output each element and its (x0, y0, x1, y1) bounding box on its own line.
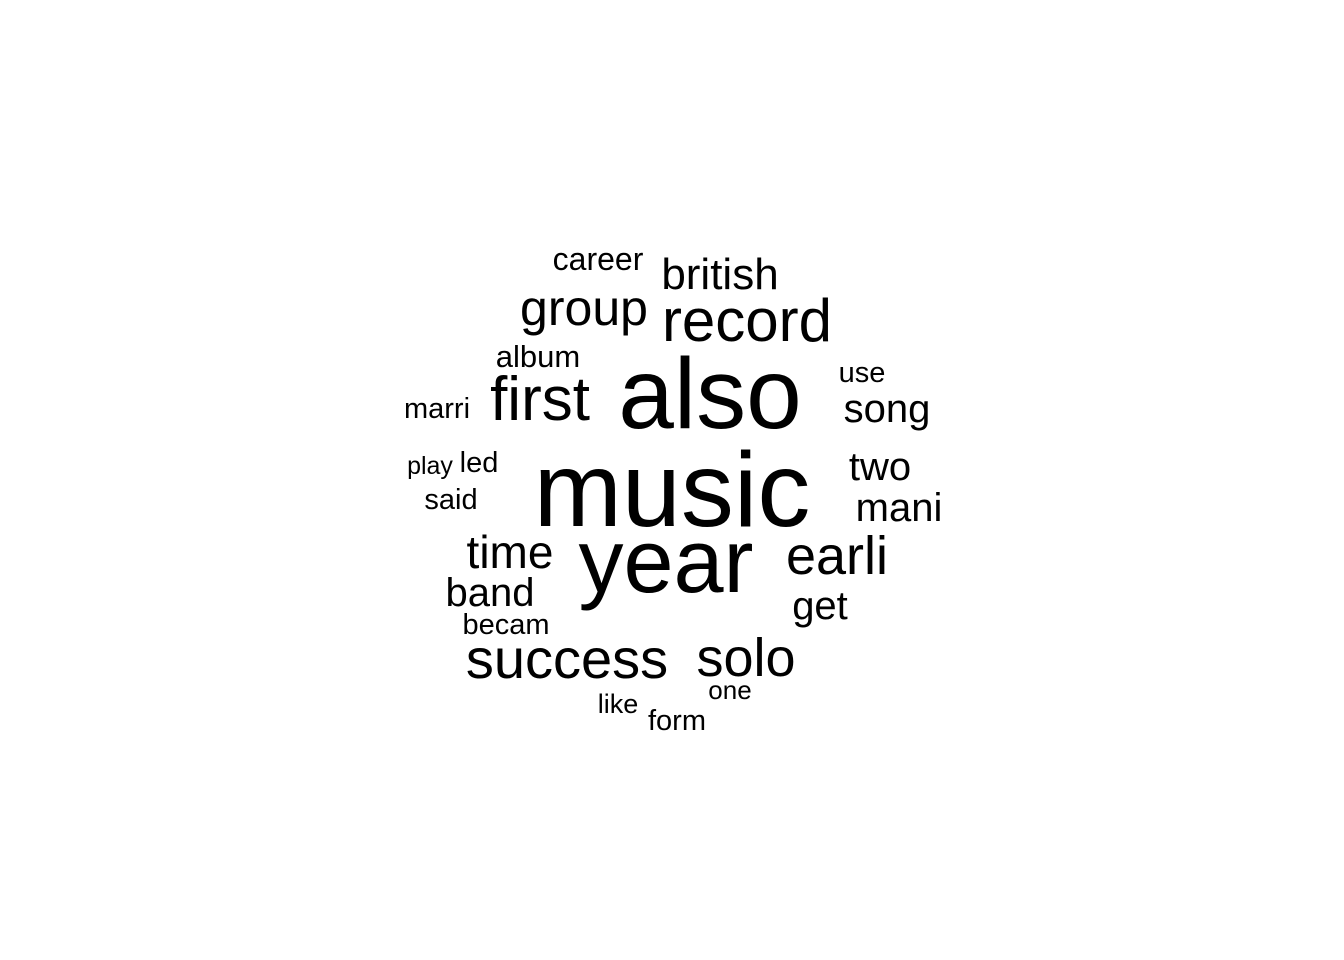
word-get: get (792, 584, 848, 628)
word-song: song (844, 387, 931, 431)
word-success: success (466, 627, 668, 690)
word-two: two (849, 445, 911, 489)
word-year: year (578, 512, 753, 612)
word-group: group (520, 280, 648, 336)
word-use: use (839, 357, 886, 389)
word-time: time (467, 526, 554, 578)
word-also: also (618, 338, 801, 450)
word-band: band (446, 571, 535, 615)
word-album: album (496, 339, 580, 374)
word-music: music (534, 431, 811, 549)
word-earli: earli (786, 526, 888, 586)
word-solo: solo (696, 628, 795, 688)
word-marri: marri (404, 393, 470, 425)
word-first: first (490, 365, 590, 434)
word-one: one (708, 675, 751, 705)
word-mani: mani (856, 486, 943, 530)
word-said: said (424, 484, 477, 516)
word-record: record (662, 287, 832, 354)
word-play: play (407, 452, 453, 480)
word-led: led (460, 447, 499, 479)
word-form: form (648, 705, 706, 737)
word-career: career (553, 241, 644, 277)
word-british: british (661, 250, 778, 299)
word-becam: becam (462, 609, 549, 641)
word-like: like (598, 689, 639, 719)
